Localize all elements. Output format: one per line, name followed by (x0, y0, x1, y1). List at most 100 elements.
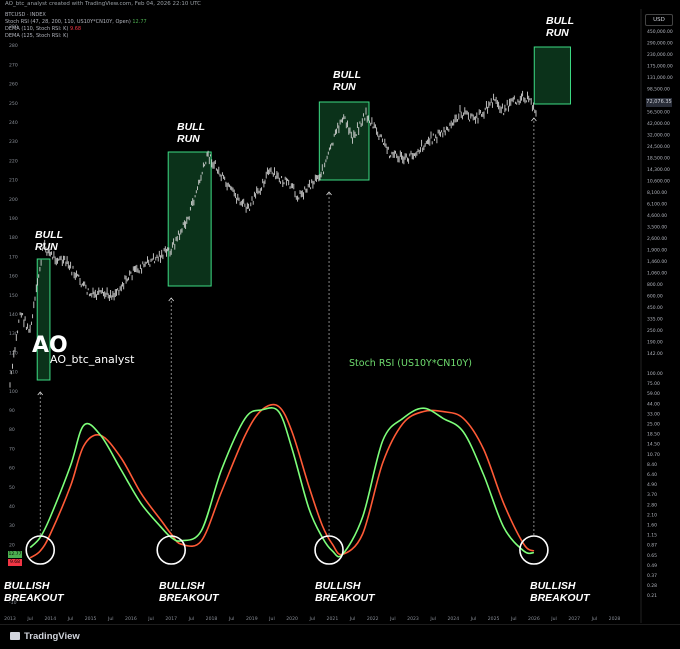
bull-run-box (167, 151, 212, 287)
left-axis-tick: 110 (9, 370, 18, 376)
legend-symbol: BTCUSD · INDEX (5, 12, 46, 18)
bullish-breakout-label: BREAKOUT (530, 592, 591, 604)
right-axis-price-tick: 8,100.00 (647, 190, 667, 196)
legend-dema1: DEMA (110, Stoch RSI: K) 9.68 (5, 26, 147, 33)
bottom-bar (0, 624, 680, 649)
right-axis-rsi-tick: 0.37 (647, 573, 657, 579)
left-axis-tick: 260 (9, 82, 18, 88)
left-axis-tick: 150 (9, 293, 18, 299)
right-axis-rsi-tick: 2.80 (647, 502, 657, 508)
currency-badge[interactable]: USD (645, 14, 673, 26)
left-axis-tick: 140 (9, 312, 18, 318)
right-axis-rsi-tick: 59.00 (647, 391, 660, 397)
right-axis-rsi-tick: 0.87 (647, 543, 657, 549)
left-axis-tick: 70 (9, 446, 15, 452)
credit-bar: AO_btc_analyst created with TradingView.… (0, 0, 680, 9)
last-price-badge: 72,076.35 (646, 98, 672, 107)
right-axis-rsi-tick: 4.90 (647, 482, 657, 488)
right-axis[interactable]: 450,000.00 290,000.00 230,000.00 175,000.00… (647, 29, 673, 599)
signal-arrowhead (168, 297, 175, 302)
legend-rsi: Stoch RSI (47, 28, 200, 110, US10Y*CN10Y… (5, 19, 147, 26)
bull-run-label: BULL (546, 15, 574, 27)
time-axis-tick: 2022 (367, 616, 379, 622)
right-axis-rsi-tick: 2.10 (647, 512, 657, 518)
right-axis-rsi-tick: 10.70 (647, 452, 660, 458)
bullish-breakout-label: BREAKOUT (315, 592, 376, 604)
left-axis-tick: 230 (9, 139, 18, 145)
right-axis-price-tick: 800.00 (647, 282, 663, 288)
bull-run-label: BULL (177, 121, 205, 133)
signal-arrowhead (326, 191, 332, 196)
time-axis-tick: Jul (591, 616, 598, 622)
right-axis-price-tick: 230,000.00 (647, 52, 673, 58)
time-axis-tick: Jul (26, 616, 33, 622)
right-axis-price-tick: 450,000.00 (647, 29, 673, 35)
left-axis-tick: 200 (9, 197, 18, 203)
left-axis-tick: 160 (9, 274, 18, 280)
left-axis-tick: 170 (9, 254, 18, 260)
left-axis-tick: 220 (9, 158, 18, 164)
watermark-initials: AO (32, 333, 68, 358)
left-axis-tick: 40 (9, 504, 15, 510)
breakout-circle (156, 535, 186, 565)
right-axis-price-tick: 98,500.00 (647, 87, 670, 93)
branding-text: TradingView (24, 631, 80, 642)
time-axis-tick: 2021 (327, 616, 339, 622)
right-axis-price-tick: 14,300.00 (647, 167, 670, 173)
right-axis-price-tick: 10,600.00 (647, 179, 670, 185)
right-axis-rsi-tick: 1.60 (647, 523, 657, 529)
chart-legend[interactable]: BTCUSD · INDEX Stoch RSI (47, 28, 200, 1… (5, 12, 147, 40)
left-axis-tick: 60 (9, 466, 15, 472)
right-axis-price-tick: 3,500.00 (647, 225, 667, 231)
bull-run-label: RUN (333, 81, 356, 93)
watermark-handle: AO_btc_analyst (50, 353, 135, 366)
right-axis-price-tick: 4,600.00 (647, 213, 667, 219)
right-axis-rsi-tick: 6.40 (647, 472, 657, 478)
bullish-breakout-label: BULLISH (159, 580, 205, 592)
bull-run-box (36, 258, 51, 381)
right-axis-price-tick: 42,000.00 (647, 121, 670, 127)
rsi-value-badge: 12.77 (8, 551, 22, 558)
left-axis-tick: 20 (9, 542, 15, 548)
time-axis-tick: 2015 (85, 616, 97, 622)
right-axis-price-tick: 142.00 (647, 351, 663, 357)
breakout-circle (314, 535, 344, 565)
time-axis-tick: 2016 (125, 616, 137, 622)
tradingview-logo[interactable]: TradingView (10, 631, 80, 642)
left-axis-tick: 290 (9, 24, 18, 30)
right-axis-rsi-tick: 14.50 (647, 442, 660, 448)
time-axis-tick: Jul (268, 616, 275, 622)
bull-run-boxes (36, 46, 571, 381)
right-axis-price-tick: 1,460.00 (647, 259, 667, 265)
time-axis-tick: 2027 (568, 616, 580, 622)
signal-arrowhead (531, 117, 537, 122)
right-axis-rsi-tick: 3.70 (647, 492, 657, 498)
right-axis-price-tick: 2,600.00 (647, 236, 667, 242)
credit-text: AO_btc_analyst created with TradingView.… (5, 1, 202, 7)
price-candles (9, 90, 537, 388)
time-axis-tick: 2025 (488, 616, 500, 622)
indicator-title: Stoch RSI (US10Y*CN10Y) (349, 358, 472, 369)
legend-dema2: DEMA (125, Stoch RSI: K) (5, 33, 69, 39)
time-axis[interactable]: 2013 Jul 2014 Jul 2015 Jul 2016 Jul 2017 Jul 2018 J… (4, 616, 620, 622)
time-axis-tick: 2024 (447, 616, 459, 622)
time-axis-tick: Jul (147, 616, 154, 622)
right-axis-rsi-tick: 33.00 (647, 411, 660, 417)
time-axis-tick: Jul (188, 616, 195, 622)
right-axis-price-tick: 56,500.00 (647, 110, 670, 116)
time-axis-tick: Jul (67, 616, 74, 622)
legend-dema1-label: DEMA (110, Stoch RSI: K) (5, 26, 69, 32)
right-axis-rsi-tick: 75.00 (647, 381, 660, 387)
time-axis-tick: Jul (107, 616, 114, 622)
left-axis-tick: 100 (9, 389, 18, 395)
time-axis-tick: Jul (470, 616, 477, 622)
breakout-circles (25, 535, 549, 565)
dema-value-badge: 9.68 (8, 559, 22, 566)
bull-run-label: BULL (35, 229, 63, 241)
time-axis-tick: 2020 (286, 616, 298, 622)
time-axis-tick: 2013 (4, 616, 16, 622)
bull-run-label: BULL (333, 69, 361, 81)
price-series (9, 90, 537, 388)
